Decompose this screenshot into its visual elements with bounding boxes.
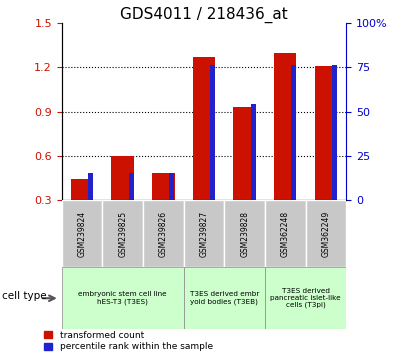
Bar — [62, 200, 102, 267]
Bar — [170, 173, 174, 200]
Bar — [143, 200, 183, 267]
Bar — [265, 267, 346, 329]
Bar — [306, 200, 346, 267]
Bar — [291, 65, 296, 200]
Text: embryonic stem cell line
hES-T3 (T3ES): embryonic stem cell line hES-T3 (T3ES) — [78, 291, 167, 305]
Bar — [111, 156, 134, 200]
Text: GSM239824: GSM239824 — [78, 211, 86, 257]
Text: GSM239825: GSM239825 — [118, 211, 127, 257]
Bar — [62, 267, 183, 329]
Title: GDS4011 / 218436_at: GDS4011 / 218436_at — [120, 7, 288, 23]
Legend: transformed count, percentile rank within the sample: transformed count, percentile rank withi… — [44, 331, 213, 351]
Text: T3ES derived
pancreatic islet-like
cells (T3pi): T3ES derived pancreatic islet-like cells… — [270, 288, 341, 308]
Text: T3ES derived embr
yoid bodies (T3EB): T3ES derived embr yoid bodies (T3EB) — [189, 291, 259, 305]
Bar — [315, 66, 337, 200]
Bar — [71, 179, 93, 200]
Bar — [251, 104, 256, 200]
Bar — [152, 173, 174, 200]
Text: GSM362249: GSM362249 — [322, 211, 330, 257]
Text: GSM362248: GSM362248 — [281, 211, 290, 257]
Bar — [183, 267, 265, 329]
Text: GSM239826: GSM239826 — [159, 211, 168, 257]
Text: GSM239827: GSM239827 — [199, 211, 209, 257]
Bar — [102, 200, 143, 267]
Bar — [274, 52, 297, 200]
Text: GSM239828: GSM239828 — [240, 211, 249, 257]
Bar — [210, 65, 215, 200]
Bar — [88, 173, 93, 200]
Bar — [265, 200, 306, 267]
Bar — [332, 65, 337, 200]
Bar — [183, 200, 224, 267]
Text: cell type: cell type — [2, 291, 47, 302]
Bar — [193, 57, 215, 200]
Bar — [224, 200, 265, 267]
Bar — [129, 173, 134, 200]
Bar — [234, 107, 256, 200]
